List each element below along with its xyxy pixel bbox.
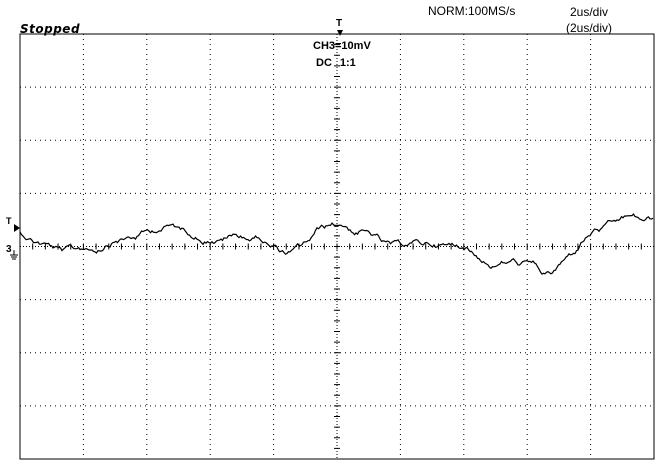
channel-coupling-readout: DC 1:1 xyxy=(316,57,356,69)
trigger-level-label: T xyxy=(6,216,12,226)
trigger-level-arrow-icon xyxy=(14,224,20,232)
trigger-position-arrow-icon xyxy=(337,30,343,36)
timebase-main: 2us/div xyxy=(569,5,609,19)
graticule-border xyxy=(19,33,655,460)
coupling-mode: DC xyxy=(316,57,332,69)
timebase-delayed: (2us/div) xyxy=(566,21,613,35)
ch3-waveform-trace xyxy=(19,213,654,275)
graticule-grid xyxy=(19,33,655,460)
timebase-readout: 2us/div (2us/div) xyxy=(566,4,612,36)
channel-scale-readout: CH3=10mV xyxy=(313,40,371,52)
trigger-position-label: T xyxy=(336,18,343,29)
sample-rate-readout: NORM:100MS/s xyxy=(428,4,516,18)
channel-marker-label: 3 xyxy=(6,244,12,255)
channel-ground-icon xyxy=(10,250,18,260)
acquisition-status: Stopped xyxy=(20,22,81,36)
probe-ratio: 1:1 xyxy=(339,57,356,69)
